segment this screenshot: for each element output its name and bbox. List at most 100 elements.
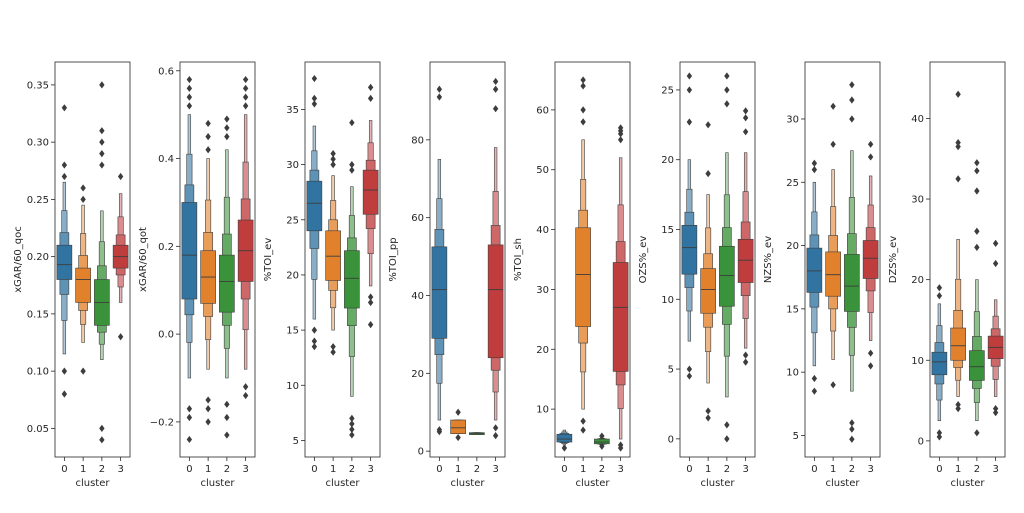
x-tick-label: 0 [61, 464, 67, 475]
boxen-level [700, 268, 716, 314]
y-tick-label: −0.2 [150, 417, 174, 428]
x-tick-label: 0 [936, 464, 942, 475]
boxen-level [575, 227, 591, 327]
axes-frame [679, 61, 756, 458]
outlier-point [686, 72, 693, 80]
boxen-cluster-2 [594, 432, 610, 450]
boxen-cluster-0 [931, 284, 948, 441]
outlier-point [830, 102, 836, 110]
y-tick-label: 5 [293, 436, 299, 447]
outlier-point [867, 349, 874, 357]
y-tick-label: 40 [536, 225, 549, 236]
boxen-level [612, 262, 629, 372]
outlier-point [61, 161, 68, 169]
outlier-point [330, 348, 336, 356]
outlier-point [61, 172, 68, 181]
outlier-point [686, 118, 693, 126]
outlier-point [330, 343, 336, 351]
y-axis-label: xGAR/60_qoc [13, 226, 24, 293]
outlier-point [724, 100, 730, 108]
outlier-point [99, 161, 105, 169]
outlier-point [99, 149, 105, 158]
x-tick-label: 2 [99, 464, 105, 475]
outlier-point [186, 102, 193, 110]
outlier-point [242, 391, 249, 400]
boxen-level [181, 202, 198, 300]
outlier-point [205, 119, 211, 128]
x-tick-label: 3 [492, 464, 498, 475]
x-tick-label: 2 [349, 464, 355, 475]
y-tick-label: 0.6 [158, 66, 174, 77]
outlier-point [974, 227, 980, 235]
boxen-level [306, 180, 323, 232]
axes-frame [304, 61, 381, 458]
outlier-point [242, 84, 249, 92]
outlier-point [955, 401, 961, 409]
outlier-point [974, 187, 980, 195]
x-axis-label: cluster [950, 478, 985, 489]
boxen-cluster-0 [306, 74, 323, 351]
boxen-cluster-0 [181, 75, 198, 444]
outlier-point [849, 419, 855, 427]
y-tick-label: 10 [911, 356, 924, 367]
outlier-point [955, 405, 961, 413]
axes-frame [804, 61, 881, 458]
boxen-level [806, 247, 823, 293]
outlier-point [205, 133, 211, 141]
y-tick-label: 0.30 [27, 138, 49, 149]
x-tick-label: 1 [455, 464, 461, 475]
x-tick-label: 2 [599, 464, 605, 475]
outlier-point [99, 436, 105, 444]
outlier-point [617, 136, 624, 144]
outlier-point [974, 429, 980, 437]
x-tick-label: 2 [974, 464, 980, 475]
x-axis-label: cluster [450, 478, 485, 489]
panel-5: 0 5 10 15 20 25 OZS%_ev 0 1 2 3 cluster [638, 61, 756, 489]
outlier-point [974, 159, 980, 167]
outlier-point [811, 159, 818, 167]
panel-2: 5 10 15 20 25 30 35 %TOI_ev 0 1 2 3 cluster [263, 61, 381, 489]
outlier-point [830, 381, 836, 389]
boxen-level [362, 169, 379, 215]
axes-frame [54, 61, 131, 458]
outlier-point [205, 396, 211, 404]
outlier-point [849, 435, 855, 443]
panel-6: 5 10 15 20 25 30 NZS%_ev 0 1 2 3 cluster [763, 61, 881, 489]
boxen-level [681, 225, 698, 275]
y-tick-label: 20 [411, 369, 424, 380]
x-tick-label: 3 [617, 464, 623, 475]
boxen-level [344, 250, 360, 309]
panel-3: 0 20 40 60 80 %TOI_pp 0 1 2 3 cluster [388, 61, 506, 489]
outlier-point [580, 82, 586, 90]
outlier-point [80, 184, 86, 192]
x-tick-label: 3 [867, 464, 873, 475]
boxen-cluster-2 [469, 432, 485, 435]
boxen-cluster-0 [556, 429, 573, 452]
outlier-point [617, 444, 624, 452]
boxen-level [825, 251, 841, 297]
y-tick-label: 30 [536, 285, 549, 296]
boxen-level [931, 351, 948, 376]
y-tick-label: 40 [411, 291, 424, 302]
boxen-cluster-2 [94, 81, 110, 444]
outlier-point [224, 115, 230, 123]
boxen-level [737, 238, 754, 283]
boxen-cluster-1 [950, 90, 966, 413]
y-tick-label: 0.10 [27, 367, 49, 378]
y-tick-label: 0 [918, 436, 924, 447]
outlier-point [186, 413, 193, 422]
x-tick-label: 2 [474, 464, 480, 475]
x-tick-label: 3 [117, 464, 123, 475]
y-tick-label: 0.4 [158, 154, 174, 165]
outlier-point [992, 409, 999, 417]
outlier-point [224, 413, 230, 422]
y-tick-label: 0.15 [27, 309, 49, 320]
outlier-point [867, 362, 874, 370]
x-tick-label: 2 [724, 464, 730, 475]
x-axis-label: cluster [75, 478, 110, 489]
panel-0: 0.05 0.10 0.15 0.20 0.25 0.30 0.35 xGAR/60_qoc 0… [13, 61, 131, 489]
x-tick-label: 0 [561, 464, 567, 475]
boxen-cluster-0 [681, 72, 698, 380]
outlier-point [492, 431, 499, 440]
boxen-cluster-2 [719, 72, 735, 443]
